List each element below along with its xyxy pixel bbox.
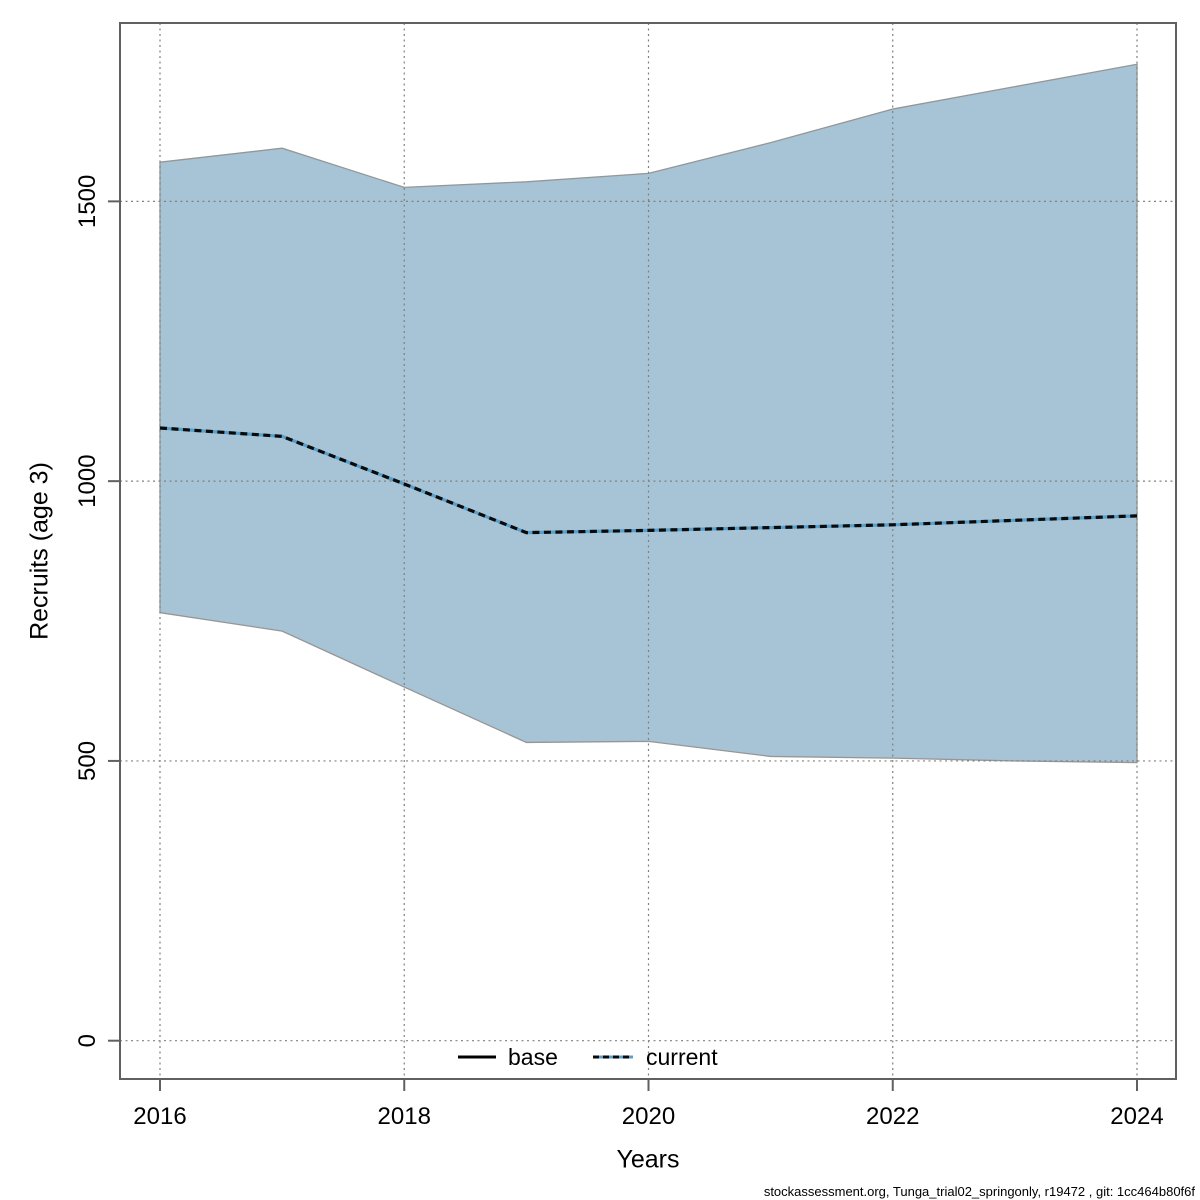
legend-current-label: current: [646, 1044, 718, 1070]
y-tick-label-0: 0: [74, 1034, 101, 1047]
x-tick-label-2022: 2022: [866, 1103, 919, 1130]
x-tick-label-2018: 2018: [378, 1103, 431, 1130]
x-tick-label-2016: 2016: [133, 1103, 186, 1130]
confidence-band: [159, 63, 1138, 764]
x-axis-title: Years: [616, 1145, 680, 1174]
y-axis-title: Recruits (age 3): [25, 462, 54, 640]
y-tick-label-1500: 1500: [74, 175, 101, 228]
figure-caption: stockassessment.org, Tunga_trial02_sprin…: [763, 1184, 1195, 1199]
y-tick-label-1000: 1000: [74, 454, 101, 507]
y-tick-label-500: 500: [74, 741, 101, 781]
x-tick-label-2020: 2020: [622, 1103, 675, 1130]
current-line: [159, 426, 1138, 535]
x-tick-label-2024: 2024: [1110, 1103, 1163, 1130]
legend-base-label: base: [508, 1044, 558, 1070]
